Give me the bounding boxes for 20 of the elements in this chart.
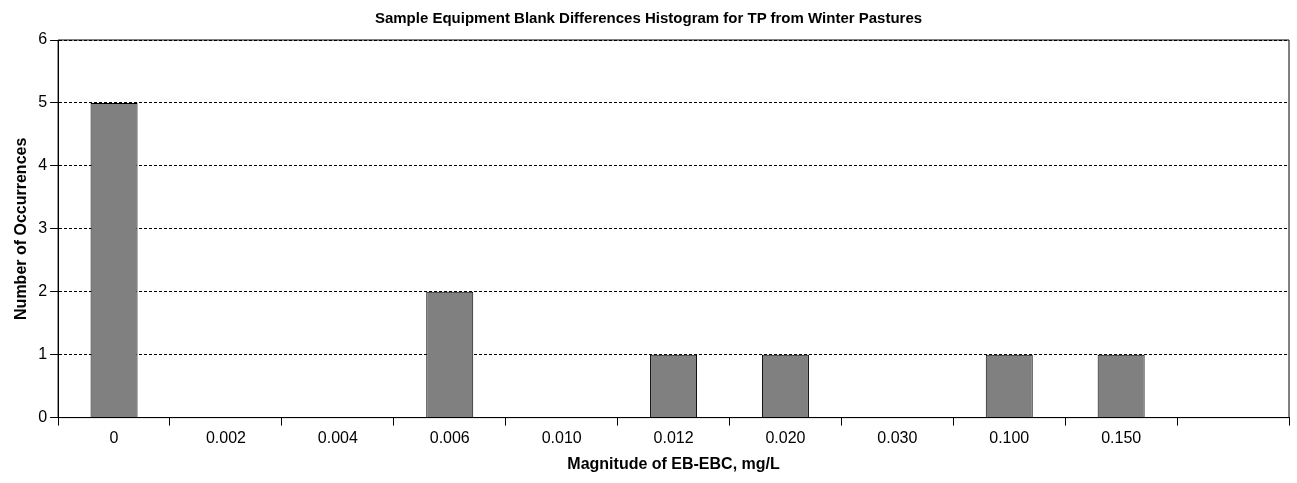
y-tick-label: 6 — [38, 30, 48, 48]
x-tick-label: 0.002 — [205, 428, 247, 446]
y-tick-label: 0 — [38, 408, 48, 426]
x-tick-label: 0 — [109, 428, 119, 446]
y-tick-label: 3 — [38, 219, 48, 237]
x-tick-label: 0.010 — [541, 428, 582, 446]
x-tick-label: 0.004 — [317, 428, 358, 446]
x-tick-label: 0.020 — [765, 428, 806, 446]
y-axis-title: Number of Occurrences — [12, 137, 30, 320]
x-tick-label: 0.100 — [989, 428, 1030, 446]
x-tick-label: 0.150 — [1101, 428, 1142, 446]
y-tick-label: 2 — [38, 282, 48, 300]
chart-title: Sample Equipment Blank Differences Histogram for TP from Winter Pastures — [374, 9, 923, 27]
y-tick-label: 1 — [38, 345, 48, 363]
x-tick-label: 0.030 — [877, 428, 918, 446]
x-tick-label: 0.012 — [653, 428, 694, 446]
y-tick-label: 4 — [38, 156, 48, 174]
x-axis-title: Magnitude of EB-EBC, mg/L — [567, 454, 780, 472]
x-tick-label: 0.006 — [429, 428, 470, 446]
y-tick-label: 5 — [38, 93, 48, 111]
